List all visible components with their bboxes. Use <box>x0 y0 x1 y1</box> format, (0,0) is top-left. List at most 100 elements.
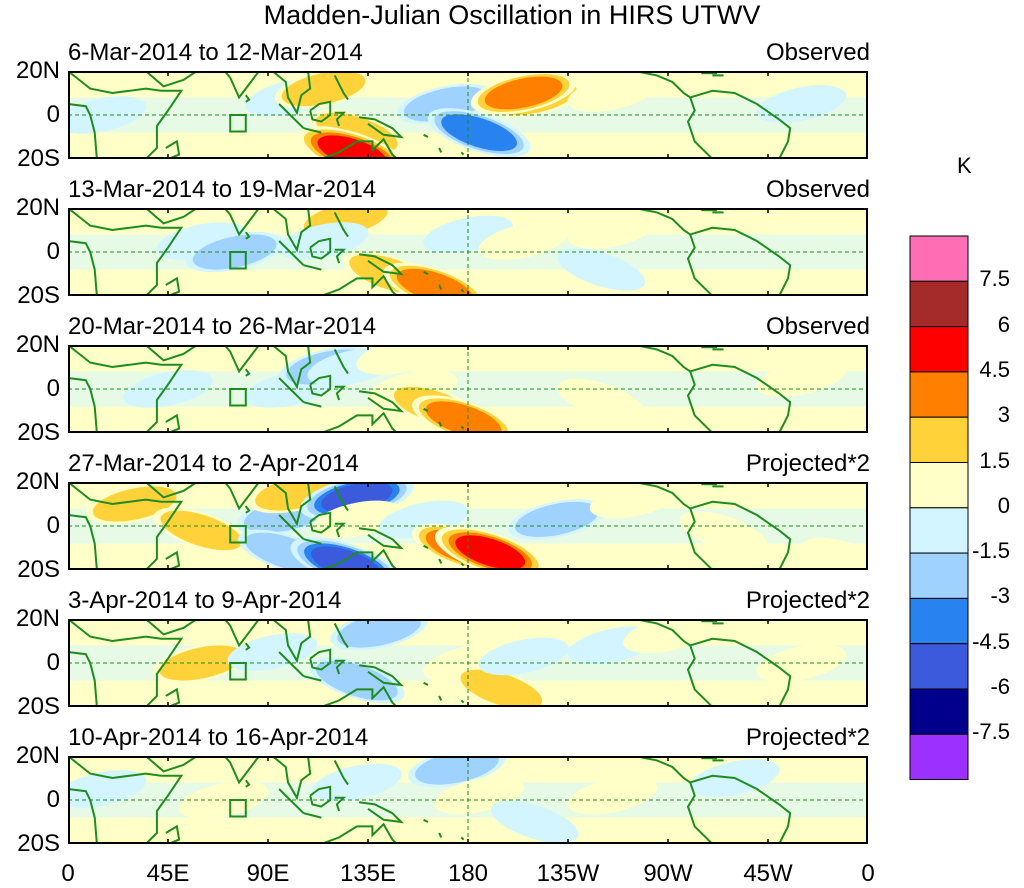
latitude-label: 20S <box>17 282 60 309</box>
coastline <box>165 413 181 433</box>
coastline <box>320 411 398 433</box>
coastline <box>686 508 714 570</box>
coastline <box>423 407 429 412</box>
anomaly-contour <box>160 510 243 551</box>
map-panel <box>68 482 868 570</box>
panel-status: Projected*2 <box>745 450 870 477</box>
coastline <box>245 505 251 514</box>
coastline <box>278 651 305 677</box>
colorbar-box <box>909 733 969 780</box>
panel-date-range: 27-Mar-2014 to 2-Apr-2014 <box>68 450 359 477</box>
coastline <box>358 116 405 139</box>
anomaly-contour <box>515 501 599 537</box>
panel-status: Observed <box>765 39 870 66</box>
coastline <box>686 645 714 707</box>
coastline <box>271 756 312 801</box>
coastline <box>460 151 465 156</box>
anomaly-contour <box>478 637 569 676</box>
coastline <box>271 619 312 664</box>
colorbar-tick-label: -4.5 <box>972 628 1010 654</box>
coastline <box>423 270 429 275</box>
coastline <box>334 248 347 264</box>
coastline <box>303 675 322 682</box>
coastline <box>334 659 347 675</box>
coastline <box>438 558 443 564</box>
coastline <box>278 788 305 814</box>
anomaly-contour <box>623 619 713 654</box>
coastline <box>245 779 251 788</box>
coastline <box>245 94 251 103</box>
latitude-label: 20N <box>15 194 60 221</box>
coastline <box>460 699 465 704</box>
coastline <box>165 824 181 844</box>
latitude-label: 0 <box>46 786 60 813</box>
latitude-label: 0 <box>46 512 60 539</box>
anomaly-contour <box>756 85 847 123</box>
coastline <box>689 89 792 159</box>
coastline <box>245 368 251 377</box>
panel-date-range: 10-Apr-2014 to 16-Apr-2014 <box>68 724 369 751</box>
latitude-label: 20S <box>17 830 60 857</box>
anomaly-contour <box>460 669 543 707</box>
coastline <box>320 548 398 570</box>
coastline <box>303 538 322 545</box>
anomaly-contour <box>484 76 563 110</box>
anomaly-contour <box>68 770 147 808</box>
coastline <box>634 71 691 99</box>
coastline <box>438 147 443 153</box>
coastline <box>145 619 198 636</box>
anomaly-contour <box>756 644 847 682</box>
latitude-label: 20S <box>17 145 60 172</box>
coastline <box>278 240 305 266</box>
coastline <box>223 208 262 237</box>
coastline <box>303 127 322 134</box>
latitude-label: 0 <box>46 101 60 128</box>
panel-date-range: 3-Apr-2014 to 9-Apr-2014 <box>68 587 342 614</box>
coastline <box>634 619 691 647</box>
anomaly-contour <box>317 135 388 159</box>
coastline <box>223 619 262 648</box>
colorbar-box <box>909 416 969 463</box>
coastline <box>333 348 349 375</box>
colorbar-tick-label: -6 <box>990 674 1010 699</box>
coastline <box>320 822 398 844</box>
longitude-label: 45E <box>146 860 190 887</box>
coastline <box>165 139 181 159</box>
coastline <box>423 544 429 549</box>
anomaly-contour <box>589 482 680 519</box>
anomaly-contour <box>567 74 658 112</box>
latitude-label: 20S <box>17 693 60 720</box>
coastline <box>278 377 305 403</box>
colorbar-tick-label: 4.5 <box>979 356 1010 382</box>
colorbar-tick-label: 0 <box>997 492 1010 518</box>
map-panel <box>68 619 868 707</box>
latitude-label: 20S <box>17 556 60 583</box>
coastline <box>334 111 347 127</box>
panel-date-range: 6-Mar-2014 to 12-Mar-2014 <box>68 39 363 66</box>
colorbar-box <box>909 643 969 690</box>
coastline <box>145 482 198 499</box>
coastline <box>145 208 198 225</box>
panel-date-range: 20-Mar-2014 to 26-Mar-2014 <box>68 313 377 340</box>
coastline <box>460 288 465 293</box>
anomaly-contour <box>478 222 569 260</box>
coastline <box>245 642 251 651</box>
index-box <box>229 525 247 544</box>
index-box <box>229 388 247 407</box>
colorbar-tick-label: -7.5 <box>972 719 1010 745</box>
coastline <box>165 276 181 296</box>
longitude-label: 90W <box>643 860 693 887</box>
coastline <box>689 500 792 570</box>
latitude-label: 20S <box>17 419 60 446</box>
coastline <box>334 796 347 812</box>
latitude-label: 0 <box>46 375 60 402</box>
anomaly-contour <box>425 401 502 433</box>
coastline <box>423 818 429 823</box>
coastline <box>68 208 184 296</box>
longitude-label: 135E <box>339 860 397 887</box>
coastline <box>634 756 691 784</box>
anomaly-contour <box>396 268 473 296</box>
anomaly-contour <box>311 763 402 802</box>
coastline <box>223 71 262 100</box>
anomaly-contour <box>310 546 381 570</box>
